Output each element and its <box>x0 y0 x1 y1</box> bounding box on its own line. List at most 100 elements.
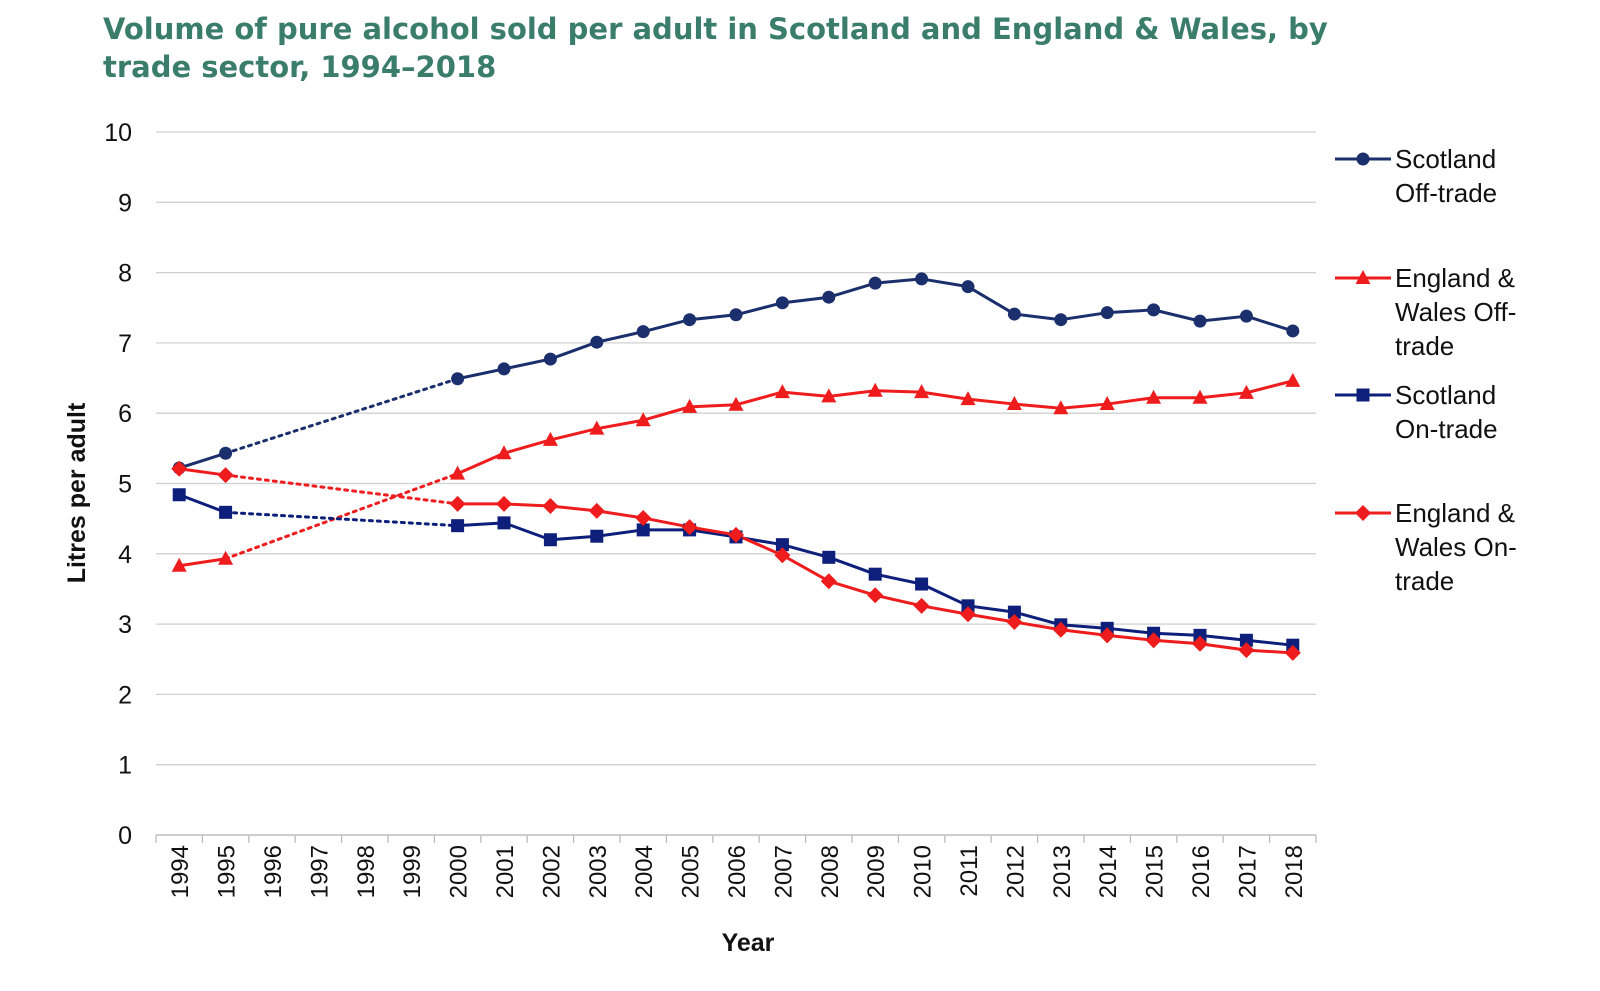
series-line-segment <box>503 357 551 371</box>
data-point-triangle <box>728 396 744 411</box>
x-tick-label: 2007 <box>770 845 797 898</box>
series-line-segment <box>550 534 597 542</box>
x-axis-label: Year <box>722 929 775 957</box>
data-point-triangle <box>682 398 698 413</box>
data-point-triangle <box>635 412 651 427</box>
data-point-square <box>961 599 975 613</box>
series-gap-dotted-line <box>224 472 460 561</box>
y-tick-label: 6 <box>118 400 132 428</box>
legend-marker <box>1356 152 1370 166</box>
data-point-circle <box>543 352 557 366</box>
data-point-square <box>822 550 836 564</box>
x-tick-label: 2001 <box>492 845 519 898</box>
series-line-segment <box>550 427 598 442</box>
data-point-circle <box>1007 307 1021 321</box>
x-tick-label: 1997 <box>306 845 333 898</box>
data-point-triangle <box>867 382 883 397</box>
series-line-segment <box>178 493 227 514</box>
series-line-segment <box>875 277 922 285</box>
series-line-segment <box>1199 642 1247 652</box>
series-line-segment <box>1014 610 1062 627</box>
series-line-segment <box>596 418 644 431</box>
series-line-segment <box>550 504 597 513</box>
gridlines <box>156 131 1316 766</box>
series-line-segment <box>921 277 969 289</box>
x-tick-label: 2013 <box>1049 845 1076 898</box>
series-line-segment <box>828 555 876 576</box>
data-point-triangle <box>1006 396 1022 411</box>
series-line-segment <box>967 397 1015 406</box>
data-point-triangle <box>1285 372 1301 387</box>
y-tick-label: 1 <box>118 752 132 780</box>
series-line-segment <box>642 405 691 422</box>
data-point-circle <box>636 325 650 339</box>
series-line-segment <box>1153 638 1201 646</box>
series-markers <box>171 272 1301 661</box>
data-point-diamond <box>681 519 698 536</box>
series-line-segment <box>642 318 690 334</box>
data-point-circle <box>915 272 929 286</box>
series-line-segment <box>689 528 737 539</box>
data-point-circle <box>1286 324 1300 338</box>
data-point-triangle <box>821 388 837 403</box>
data-point-diamond <box>449 495 466 512</box>
x-tick-label: 2000 <box>446 845 473 898</box>
data-point-triangle <box>542 431 558 446</box>
data-point-square <box>915 577 929 591</box>
legend-marker <box>1355 270 1371 284</box>
data-point-triangle <box>171 557 187 572</box>
data-point-square <box>868 567 882 581</box>
x-tick-label: 2015 <box>1142 845 1169 898</box>
legend-label: England & Wales On-trade <box>1395 498 1517 596</box>
series-line-segment <box>1060 311 1108 322</box>
data-point-circle <box>1239 309 1253 323</box>
data-point-triangle <box>1099 396 1115 411</box>
legend-triangle-icon <box>1335 270 1391 284</box>
series-line-segment <box>178 451 227 470</box>
legend-square-icon <box>1335 388 1391 402</box>
series-line-segment <box>1060 628 1108 637</box>
x-tick-label: 2018 <box>1281 845 1308 898</box>
data-point-diamond <box>588 502 605 519</box>
x-tick-label: 1999 <box>399 845 426 898</box>
series-line-segment <box>828 281 876 299</box>
legend-item: England & Wales On-trade <box>1335 496 1545 598</box>
series-lines <box>178 277 1294 655</box>
x-tick-label: 2002 <box>538 845 565 898</box>
legend-diamond-icon <box>1335 505 1391 521</box>
series-line-segment <box>178 467 226 477</box>
x-tick-label: 2016 <box>1188 845 1215 898</box>
series-line-segment <box>735 301 783 317</box>
data-point-circle <box>1147 303 1161 317</box>
legend-item: England & Wales Off-trade <box>1335 261 1545 363</box>
series-gap-dotted-line <box>224 377 460 455</box>
data-point-triangle <box>1238 384 1254 399</box>
x-tick-label: 2011 <box>956 845 983 897</box>
data-point-square <box>1193 628 1207 642</box>
legend-marker <box>1356 388 1370 402</box>
series-line-segment <box>1014 620 1062 632</box>
x-tick-label: 2008 <box>817 845 844 898</box>
legend-label: England & Wales Off-trade <box>1395 263 1517 361</box>
series-line-segment <box>178 557 226 568</box>
x-tick-label: 2004 <box>631 845 658 898</box>
data-point-circle <box>683 313 697 327</box>
data-point-diamond <box>960 606 976 623</box>
series-line-segment <box>503 502 551 508</box>
legend-label: Scotland Off-trade <box>1395 144 1498 208</box>
data-point-circle <box>590 335 604 349</box>
data-point-circle <box>775 296 789 310</box>
series-line-segment <box>1245 314 1294 333</box>
data-point-circle <box>497 362 511 376</box>
legend-circle-icon <box>1335 152 1391 166</box>
data-point-square <box>172 488 186 502</box>
series-line-segment <box>1060 402 1108 410</box>
data-point-triangle <box>1192 389 1208 404</box>
series-line-segment <box>828 579 876 597</box>
series-line-segment <box>921 390 969 401</box>
data-point-triangle <box>914 384 930 399</box>
x-tick-label: 2006 <box>724 845 751 898</box>
series-line-segment <box>1107 626 1154 635</box>
x-tick-label: 2017 <box>1234 845 1261 898</box>
series-line-segment <box>735 390 783 407</box>
